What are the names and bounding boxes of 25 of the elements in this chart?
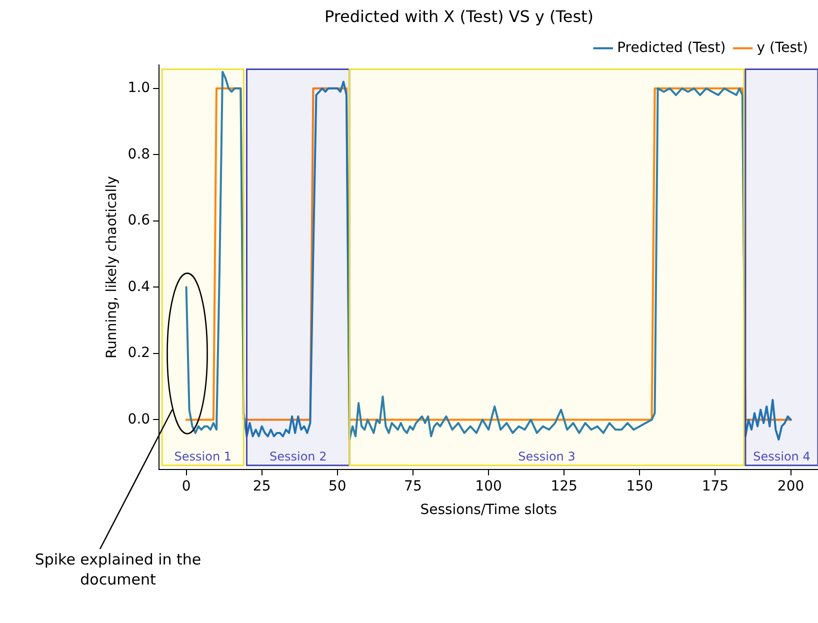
text: Spike explained in the document [34, 550, 202, 588]
y-tick-label: 0.6 [128, 212, 150, 229]
y-tick-label: 0.4 [128, 278, 150, 295]
x-tick-label: 100 [475, 478, 502, 494]
band-label: Session 2 [269, 450, 327, 464]
x-tick-label: 75 [404, 478, 422, 494]
y-tick-label: 1.0 [128, 80, 150, 96]
band-label: Session 3 [518, 450, 576, 464]
x-tick-label: 150 [626, 478, 654, 494]
band-label: Session 4 [753, 450, 810, 464]
y-tick-label: 0.0 [128, 411, 150, 428]
x-axis-title: Sessions/Time slots [420, 502, 557, 518]
y-tick-label: 0.2 [128, 345, 150, 362]
x-tick-label: 25 [252, 478, 271, 494]
chart-title: Predicted with X (Test) VS y (Test) [324, 6, 594, 26]
band-label: Session 1 [174, 450, 232, 464]
x-tick-label: 175 [702, 478, 729, 494]
y-axis-title: Running, likely chaotically [104, 176, 120, 358]
legend-label: Predicted (Test) [617, 40, 726, 56]
x-tick-label: 125 [550, 478, 578, 494]
x-tick-label: 50 [328, 478, 346, 494]
x-tick-label: 200 [777, 478, 804, 494]
y-tick-label: 0.8 [128, 146, 150, 162]
x-tick-label: 0 [182, 478, 191, 494]
legend-label: y (Test) [756, 40, 808, 56]
